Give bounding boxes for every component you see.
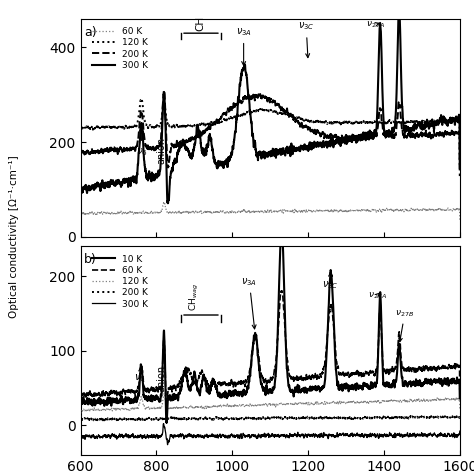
Text: b): b): [84, 253, 97, 266]
Text: $\nu_{3B}$: $\nu_{3B}$: [0, 473, 1, 474]
Legend: 10 K, 60 K, 120 K, 200 K, 300 K: 10 K, 60 K, 120 K, 200 K, 300 K: [89, 251, 152, 312]
Text: $\nu_{3C}$: $\nu_{3C}$: [322, 273, 338, 291]
Text: $\nu_6$: $\nu_6$: [135, 366, 146, 384]
Text: anion: anion: [156, 137, 166, 164]
Text: $\nu_{27A}$: $\nu_{27A}$: [368, 290, 387, 301]
Text: $\nu_{3A}$: $\nu_{3A}$: [236, 26, 252, 65]
Text: a): a): [84, 26, 97, 38]
Text: $\nu_{27B}$: $\nu_{27B}$: [0, 473, 1, 474]
Text: $\nu_{3C}$: $\nu_{3C}$: [298, 20, 314, 58]
Text: $\nu_{27A}$: $\nu_{27A}$: [366, 19, 385, 29]
Text: $\nu_6$: $\nu_6$: [136, 127, 147, 158]
Text: anion: anion: [156, 365, 166, 392]
Text: $\nu_{27B}$: $\nu_{27B}$: [395, 308, 414, 342]
Text: $\nu_{3A}$: $\nu_{3A}$: [241, 276, 257, 329]
Legend: 60 K, 120 K, 200 K, 300 K: 60 K, 120 K, 200 K, 300 K: [89, 24, 152, 73]
Text: Optical conductivity [Ω⁻¹·cm⁻¹]: Optical conductivity [Ω⁻¹·cm⁻¹]: [9, 155, 19, 319]
Text: CH: CH: [196, 16, 206, 31]
Text: CH$_{wag}$: CH$_{wag}$: [188, 283, 201, 311]
